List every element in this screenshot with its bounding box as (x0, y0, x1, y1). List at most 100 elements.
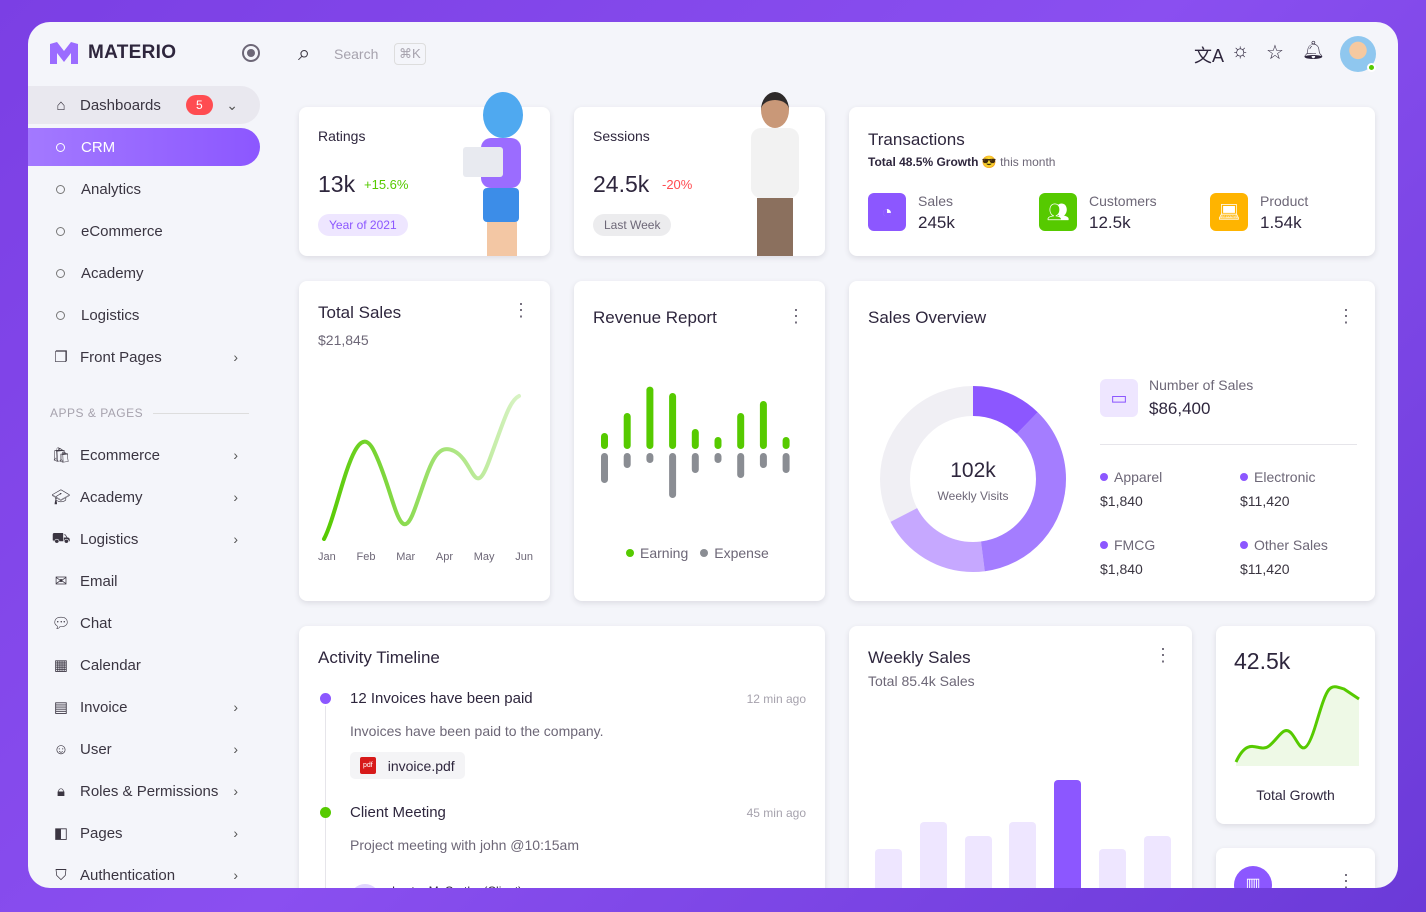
card-title: Weekly Sales (868, 648, 971, 667)
donut-segment (880, 386, 1066, 572)
growth-summary: Total 48.5% Growth 😎 this month (868, 155, 1055, 169)
section-header: APPS & PAGES (50, 406, 249, 420)
earning-bar (646, 386, 654, 449)
translate-icon[interactable]: 文A (1194, 46, 1225, 66)
sidebar-item-label: Academy (81, 264, 144, 282)
card-title: Revenue Report (593, 308, 717, 327)
circle-icon (56, 226, 65, 236)
total-sales-value: $21,845 (318, 332, 369, 348)
invoice-icon: ▤ (53, 699, 69, 716)
sidebar-collapse-toggle[interactable] (242, 44, 260, 62)
sun-icon[interactable]: ☼ (1231, 40, 1250, 62)
total-growth-value: 42.5k (1234, 648, 1291, 674)
layout-icon: ◧ (53, 825, 69, 842)
user-icon: ☺ (53, 740, 69, 758)
sidebar-item-dashboards[interactable]: ⌂ Dashboards 5 ⌄ (28, 86, 260, 124)
sidebar-item-academy[interactable]: 🎓︎ Academy › (28, 478, 260, 516)
sidebar-item-label: Calendar (80, 656, 141, 674)
chevron-right-icon: › (233, 867, 238, 883)
bell-icon[interactable]: 🔔︎ (1302, 40, 1325, 60)
ratings-value: 13k (318, 171, 356, 197)
period-chip: Year of 2021 (318, 214, 408, 236)
more-options-icon[interactable]: ⋮ (1337, 871, 1355, 888)
chart-icon: ▥ (1234, 866, 1272, 888)
growth-line (1234, 685, 1360, 763)
expense-bar (646, 453, 654, 463)
sidebar-item-label: Analytics (81, 180, 142, 198)
pie-chart-icon: ◔ (868, 193, 906, 231)
character-illustration (739, 92, 809, 256)
search-icon[interactable]: ⌕ (298, 40, 311, 65)
file-name: invoice.pdf (387, 757, 455, 774)
total-growth-label: Total Growth (1256, 787, 1335, 803)
character-illustration (463, 92, 539, 256)
sidebar-item-academy[interactable]: Academy (28, 254, 260, 292)
sidebar-item-invoice[interactable]: ▤ Invoice › (28, 688, 260, 726)
sidebar-item-front-pages[interactable]: ❐ Front Pages › (28, 338, 260, 376)
timeline-dot (320, 693, 331, 704)
card-title: Activity Timeline (318, 648, 440, 667)
sidebar-item-pages[interactable]: ◧ Pages › (28, 814, 260, 852)
sidebar-item-label: Ecommerce (80, 446, 161, 464)
sidebar-item-email[interactable]: ✉ Email (28, 562, 260, 600)
sessions-change: -20% (662, 177, 693, 192)
stats-card: ▥ ⋮ (1216, 848, 1375, 888)
sidebar-item-authentication[interactable]: ⛉ Authentication › (28, 856, 260, 888)
sidebar: MATERIO ⌂ Dashboards 5 ⌄ ❐ Front Pages ›… (28, 22, 276, 888)
card-title: Ratings (318, 128, 366, 144)
earning-bar (737, 413, 745, 449)
search-shortcut: ⌘K (394, 43, 426, 65)
sidebar-item-logistics[interactable]: Logistics (28, 296, 260, 334)
sidebar-item-calendar[interactable]: ▦ Calendar (28, 646, 260, 684)
sidebar-item-crm[interactable]: CRM (28, 128, 260, 166)
materio-logo-icon (50, 42, 78, 64)
event-title: 12 Invoices have been paid (350, 690, 533, 707)
donut-segment (880, 386, 1066, 572)
sidebar-item-label: CRM (81, 138, 116, 156)
x-tick-label: Jan (318, 551, 336, 563)
search-input[interactable]: Search (334, 46, 379, 62)
event-time: 12 min ago (746, 692, 806, 706)
avatar (350, 884, 380, 888)
transactions-card: Transactions Total 48.5% Growth 😎 this m… (849, 107, 1375, 256)
category-label: Apparel (1114, 469, 1163, 485)
more-options-icon[interactable]: ⋮ (787, 306, 805, 326)
online-status-dot (1367, 63, 1376, 72)
circle-icon (56, 142, 65, 152)
chevron-right-icon: › (233, 447, 238, 463)
weekly-sales-bar (875, 849, 902, 888)
pdf-icon: pdf (360, 757, 376, 774)
users-icon: 👥︎ (1039, 193, 1077, 231)
sales-category: FMCG $1,840 (1100, 537, 1155, 577)
earning-bar (714, 437, 722, 449)
category-label: Other Sales (1254, 537, 1328, 553)
sidebar-item-roles-permissions[interactable]: 🔒︎ Roles & Permissions › (28, 772, 260, 810)
donut-segment (880, 386, 1066, 572)
brand-logo[interactable]: MATERIO (50, 42, 176, 64)
chevron-right-icon: › (233, 783, 238, 799)
earning-bar (759, 401, 767, 449)
earning-bar (691, 429, 699, 449)
sidebar-item-analytics[interactable]: Analytics (28, 170, 260, 208)
category-label: Electronic (1254, 469, 1316, 485)
period-chip: Last Week (593, 214, 672, 236)
sidebar-item-logistics[interactable]: ⛟ Logistics › (28, 520, 260, 558)
more-options-icon[interactable]: ⋮ (1337, 306, 1355, 326)
stat-label: Customers (1089, 193, 1157, 209)
sales-category: Electronic $11,420 (1240, 469, 1315, 509)
sidebar-item-chat[interactable]: 💬︎ Chat (28, 604, 260, 642)
legend-earning: Earning (626, 545, 688, 561)
sidebar-item-ecommerce[interactable]: eCommerce (28, 212, 260, 250)
stat-label: Product (1260, 193, 1309, 209)
sidebar-item-user[interactable]: ☺ User › (28, 730, 260, 768)
more-options-icon[interactable]: ⋮ (512, 300, 530, 320)
attachment-chip[interactable]: pdf invoice.pdf (350, 752, 465, 779)
event-title: Client Meeting (350, 804, 446, 821)
stat-customers: 👥︎ Customers 12.5k (1039, 193, 1157, 233)
timeline-line (325, 706, 326, 888)
event-time: 45 min ago (746, 806, 806, 820)
star-icon[interactable]: ☆ (1266, 42, 1284, 64)
more-options-icon[interactable]: ⋮ (1154, 645, 1172, 665)
sidebar-item-ecommerce[interactable]: 🛍︎ Ecommerce › (28, 436, 260, 474)
avatar[interactable] (1340, 36, 1376, 72)
